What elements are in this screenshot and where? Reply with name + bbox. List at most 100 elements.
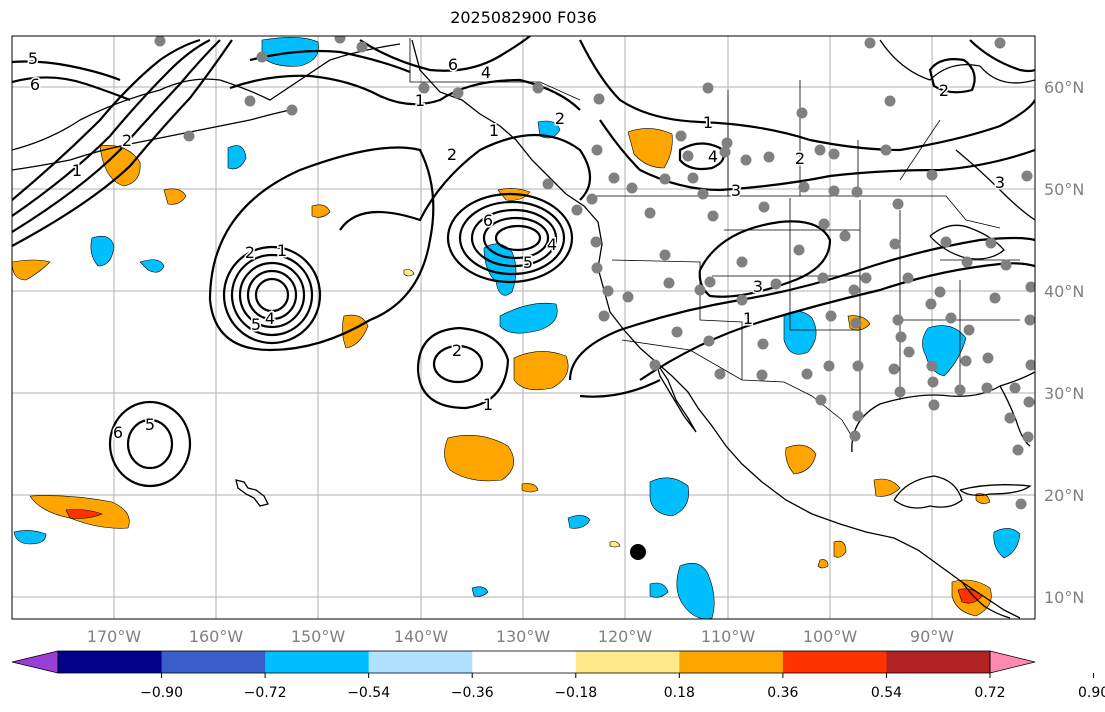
contour-label: 3 xyxy=(731,181,741,200)
contour-label: 5 xyxy=(145,415,155,434)
contour-label: 4 xyxy=(547,235,557,254)
station-dot xyxy=(818,218,830,230)
station-dot xyxy=(928,399,940,411)
station-dot xyxy=(963,324,975,336)
contour-low-4 xyxy=(238,261,306,329)
coast-gulf-of-mexico xyxy=(851,371,1035,453)
shade-blob xyxy=(471,586,489,597)
station-dot xyxy=(682,150,694,162)
colorbar-frame xyxy=(57,650,991,674)
contour-line xyxy=(12,39,211,217)
station-dot xyxy=(801,368,813,380)
contour-label: 6 xyxy=(483,211,493,230)
border-us-mexico xyxy=(621,339,855,441)
station-dot xyxy=(244,95,256,107)
colorbar-tick-label: 0.36 xyxy=(767,685,798,701)
contour-ring xyxy=(108,400,192,488)
shade-blob xyxy=(785,444,817,475)
anomaly-shading xyxy=(12,37,1021,619)
colorbar-bin xyxy=(58,651,163,673)
contour-label: 1 xyxy=(72,161,82,180)
shade-blob xyxy=(444,435,515,482)
shade-blob xyxy=(513,351,569,391)
contour-ring xyxy=(458,200,566,276)
station-dot xyxy=(1024,314,1035,326)
colorbar xyxy=(11,650,1095,678)
station-dot xyxy=(452,87,464,99)
station-dot xyxy=(864,37,876,49)
station-dot xyxy=(591,262,603,274)
contour-line xyxy=(12,38,201,201)
station-dot xyxy=(1025,281,1035,293)
contour-label: 1 xyxy=(489,121,499,140)
shade-blob xyxy=(139,259,165,273)
lon-label: 140°W xyxy=(394,627,449,646)
contour-label: 1 xyxy=(703,113,713,132)
contour-line xyxy=(579,379,661,398)
map-title: 2025082900 F036 xyxy=(450,8,597,27)
station-dot xyxy=(1015,498,1027,510)
contour-label: 4 xyxy=(265,309,275,328)
border-alaska-canada xyxy=(409,38,581,101)
coast-yucatan xyxy=(893,475,963,509)
shade-blob xyxy=(65,509,103,519)
contour-ring xyxy=(494,224,542,252)
shade-blob xyxy=(609,541,621,548)
contour-label: 2 xyxy=(939,81,949,100)
station-dot xyxy=(542,178,554,190)
contour-line xyxy=(639,262,1035,381)
contour-label: 3 xyxy=(995,173,1005,192)
station-dot xyxy=(675,130,687,142)
shade-blob xyxy=(817,559,829,569)
contour-line xyxy=(579,39,1035,152)
contour-low-3 xyxy=(246,269,298,321)
colorbar-tick-labels: −0.90 −0.72 −0.54 −0.36 −0.18 0.18 0.36 0.54 0.7… xyxy=(140,685,1105,701)
contour-label: 1 xyxy=(483,395,493,414)
station-dot xyxy=(659,249,671,261)
station-dot xyxy=(286,104,298,116)
contour-label: 1 xyxy=(743,309,753,328)
contour-label: 2 xyxy=(555,109,565,128)
station-dot xyxy=(694,284,706,296)
shade-blob xyxy=(499,302,558,334)
colorbar-extend-right xyxy=(989,650,1036,674)
station-dot xyxy=(1021,170,1033,182)
station-dot xyxy=(756,369,768,381)
station-dot xyxy=(849,430,861,442)
shade-blob xyxy=(873,478,901,497)
lon-label: 90°W xyxy=(910,627,954,646)
contour-label: 2 xyxy=(245,243,255,262)
shade-blob xyxy=(975,493,991,504)
contour-label: 5 xyxy=(523,253,533,272)
station-dot xyxy=(763,151,775,163)
colorbar-tick-label: −0.72 xyxy=(244,685,287,701)
station-dot xyxy=(982,352,994,364)
colorbar-tick-label: 0.18 xyxy=(664,685,695,701)
contour-label: 1 xyxy=(277,241,287,260)
station-dot xyxy=(823,360,835,372)
station-dot xyxy=(770,278,782,290)
shade-blob xyxy=(311,204,331,218)
station-dot xyxy=(961,256,973,268)
station-dot xyxy=(703,335,715,347)
contour-line xyxy=(339,134,592,231)
contour-line xyxy=(12,76,131,102)
station-dot xyxy=(892,198,904,210)
contour-low-5 xyxy=(230,253,314,337)
station-dot xyxy=(839,230,851,242)
station-dot xyxy=(593,93,605,105)
contour-line xyxy=(678,142,725,171)
station-dot xyxy=(817,272,829,284)
border-canada-provinces xyxy=(727,80,941,196)
station-dot xyxy=(1022,431,1034,443)
lon-label: 120°W xyxy=(598,627,653,646)
contour-label: 4 xyxy=(708,147,718,166)
station-dot xyxy=(736,294,748,306)
station-dot xyxy=(714,368,726,380)
colorbar-bin xyxy=(368,651,473,673)
colorbar-extend-left xyxy=(11,650,59,674)
station-dot xyxy=(256,51,268,63)
contour-line xyxy=(229,74,581,111)
lat-label: 10°N xyxy=(1044,588,1084,607)
station-dot xyxy=(1025,359,1035,371)
